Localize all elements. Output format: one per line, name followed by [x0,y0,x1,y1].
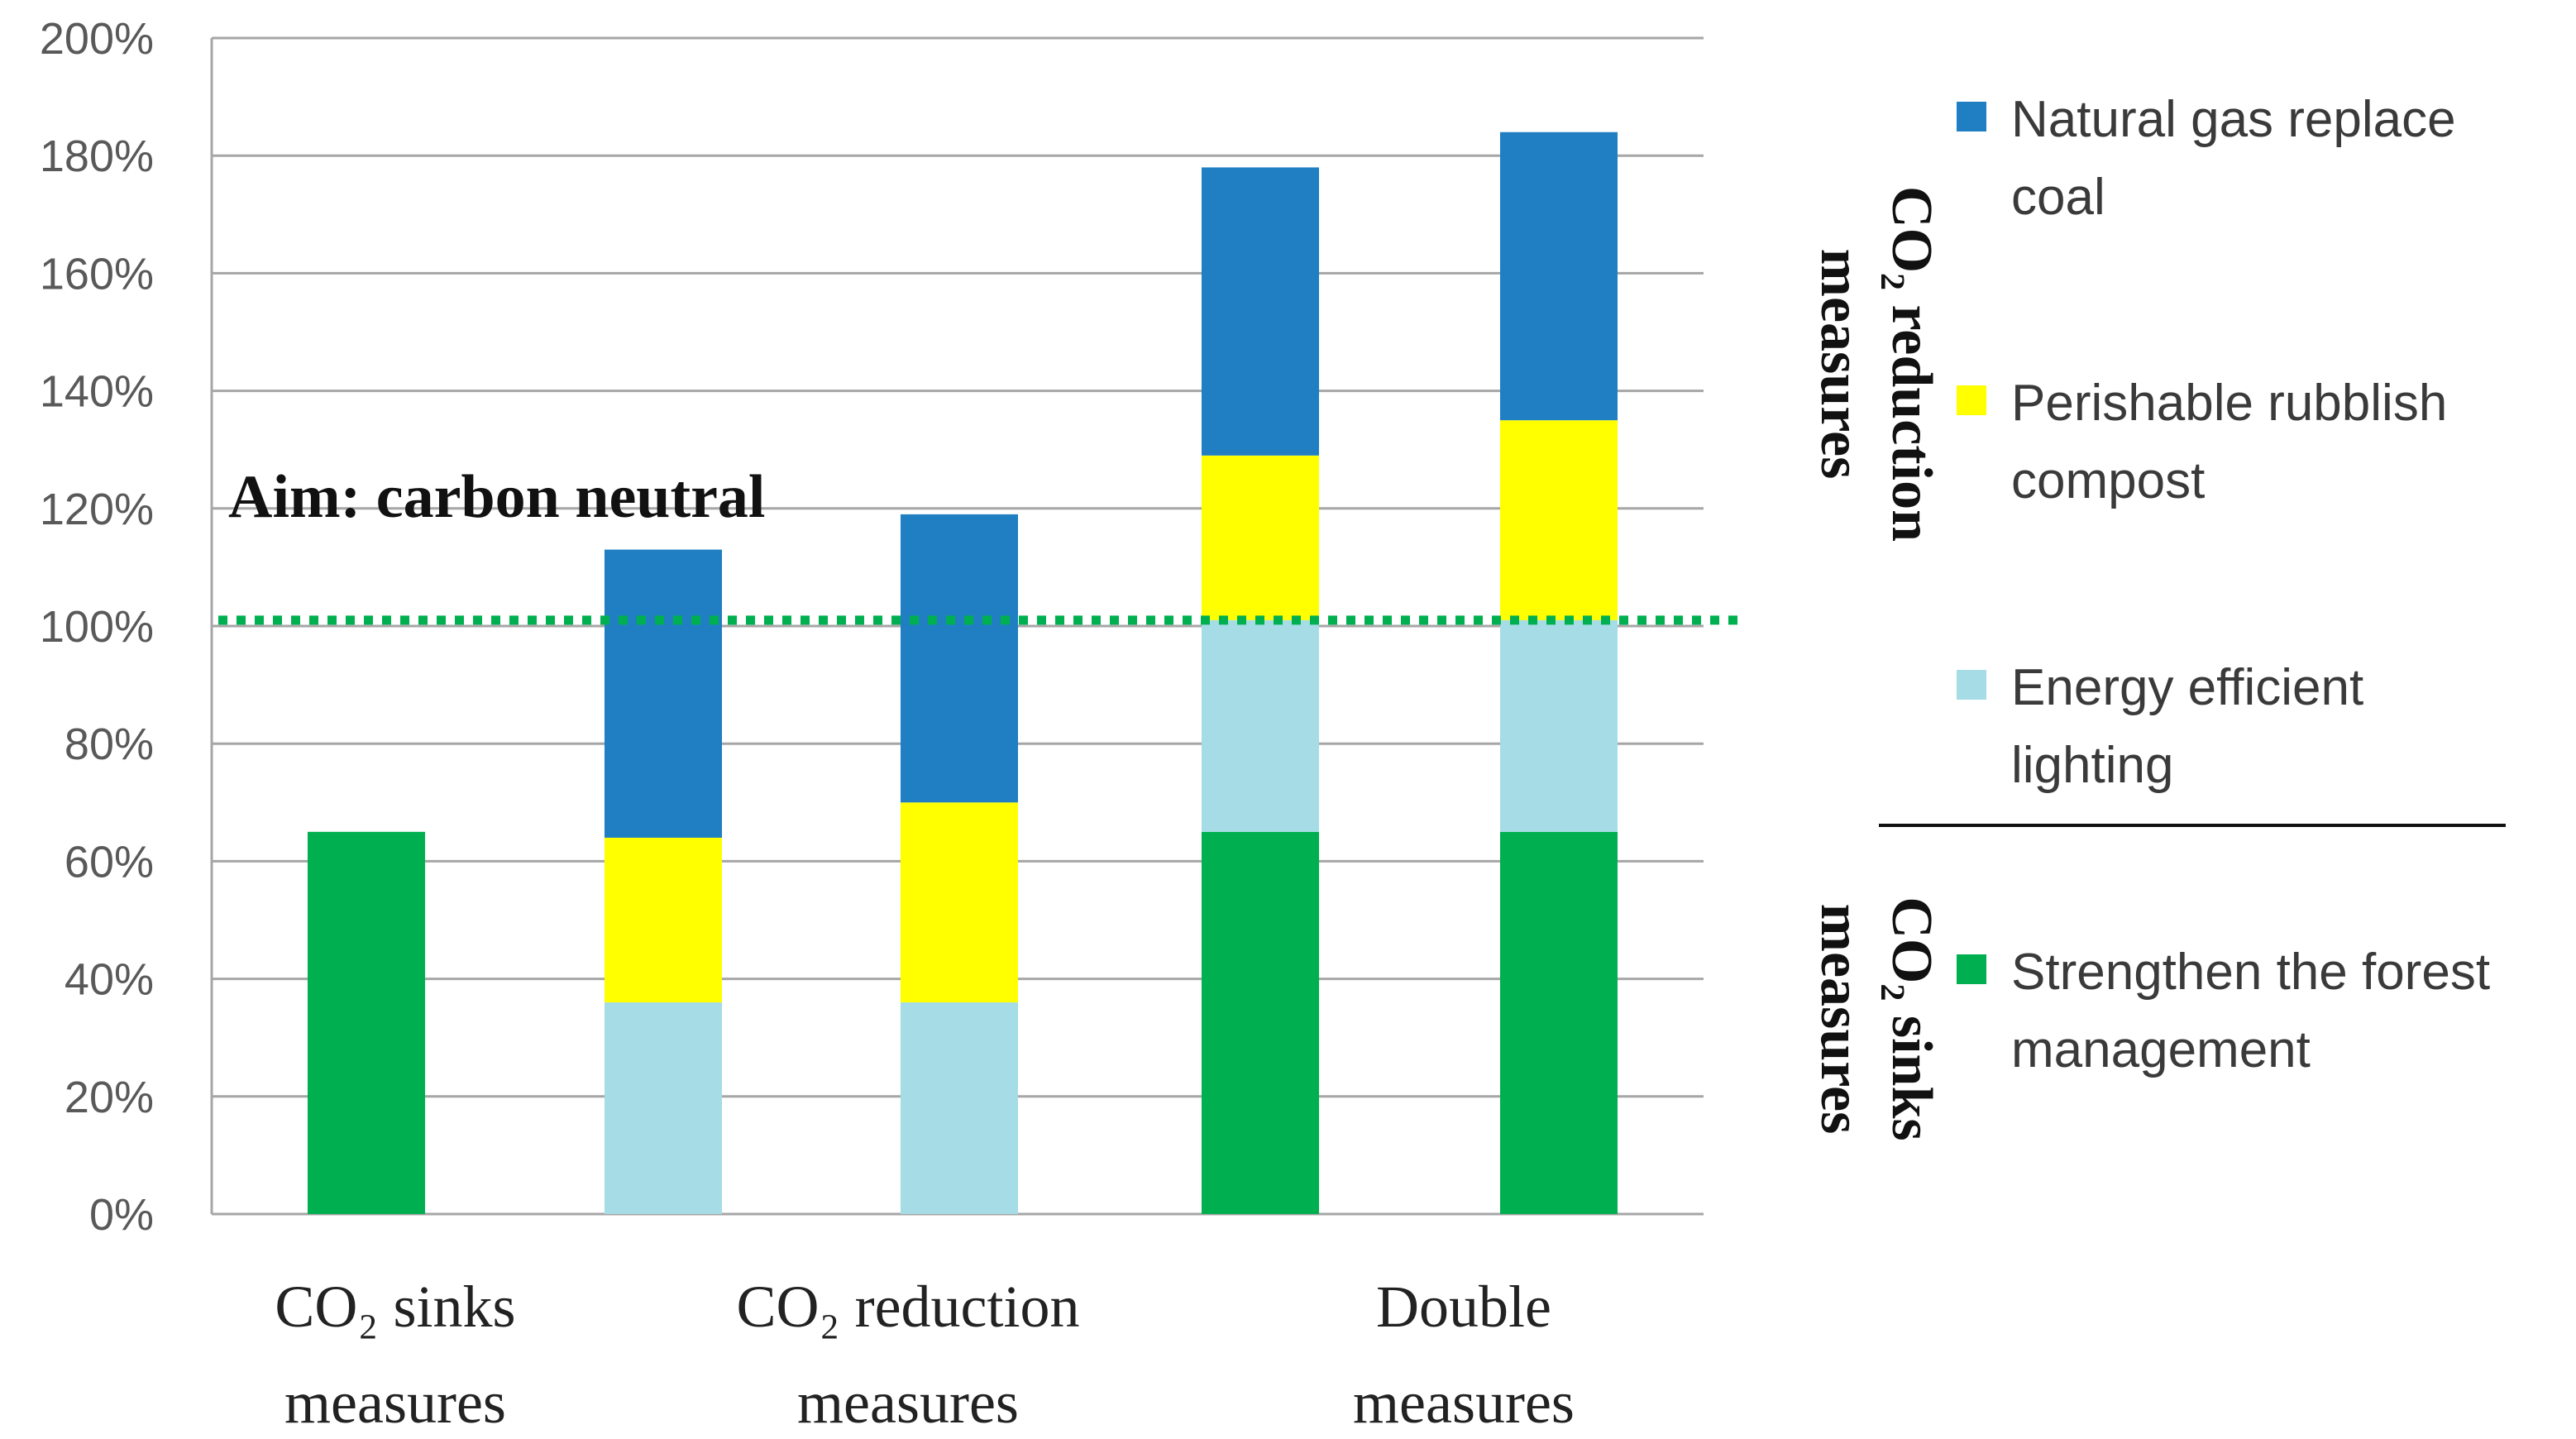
y-tick-label: 20% [65,1073,154,1122]
group-label-line: measures [1809,249,1872,480]
bar-segment [1500,420,1618,620]
legend: Natural gas replace coal Perishable rubbli… [1879,91,2506,1078]
y-tick-label: 200% [40,14,154,64]
bar-segment [1202,619,1319,832]
y-tick-label: 180% [40,131,154,181]
x-category-label: Double [1376,1274,1551,1340]
bar-segment [308,831,425,1214]
y-tick-label: 40% [65,955,154,1005]
bar-segment [1500,619,1618,832]
y-tick-label: 0% [89,1190,154,1240]
group-label-line: CO₂ sinks [1880,896,1943,1140]
x-axis-categories: CO₂ sinks measures CO₂ reduction measures Do… [275,1274,1575,1436]
y-tick-label: 120% [40,485,154,534]
bar-segment [901,1002,1018,1214]
legend-label: Natural gas replace [2011,91,2456,148]
legend-label: Energy efficient [2011,659,2363,716]
group-label-line: CO₂ reduction [1880,186,1943,542]
bar-segment [605,549,722,838]
target-line-label: Aim: carbon neutral [228,463,766,531]
x-category-label: measures [1353,1370,1575,1436]
y-tick-label: 160% [40,249,154,299]
legend-label: lighting [2011,737,2173,794]
bar-segment [1500,831,1618,1214]
bar-segment [1202,831,1319,1214]
bar-segment [901,802,1018,1003]
legend-label: management [2011,1021,2311,1078]
legend-label: coal [2011,169,2105,226]
bar-segment [1500,131,1618,421]
legend-swatch [1957,385,1986,415]
x-category-label: measures [797,1370,1019,1436]
legend-swatch [1957,670,1986,700]
y-tick-label: 100% [40,602,154,652]
group-label-line: measures [1809,904,1872,1135]
bar-segment [1202,167,1319,456]
legend-swatch [1957,954,1986,984]
x-category-label: CO₂ sinks [275,1274,515,1340]
target-line-group: Aim: carbon neutral [218,463,1745,625]
bar-segment [605,1002,722,1214]
legend-label: Strengthen the forest [2011,944,2490,1001]
legend-label: compost [2011,452,2205,509]
y-tick-label: 140% [40,367,154,417]
y-tick-label: 80% [65,720,154,769]
legend-label: Perishable rubblish [2011,375,2447,432]
x-category-label: CO₂ reduction [736,1274,1079,1340]
bars [308,131,1618,1214]
bar-segment [605,837,722,1003]
y-axis: 0% 20% 40% 60% 80% 100% 120% 140% 160% 180% 200% [40,14,213,1240]
bar-segment [901,514,1018,803]
bar-segment [1202,455,1319,620]
y-tick-label: 60% [65,837,154,887]
x-category-label: measures [284,1370,506,1436]
legend-swatch [1957,102,1986,131]
